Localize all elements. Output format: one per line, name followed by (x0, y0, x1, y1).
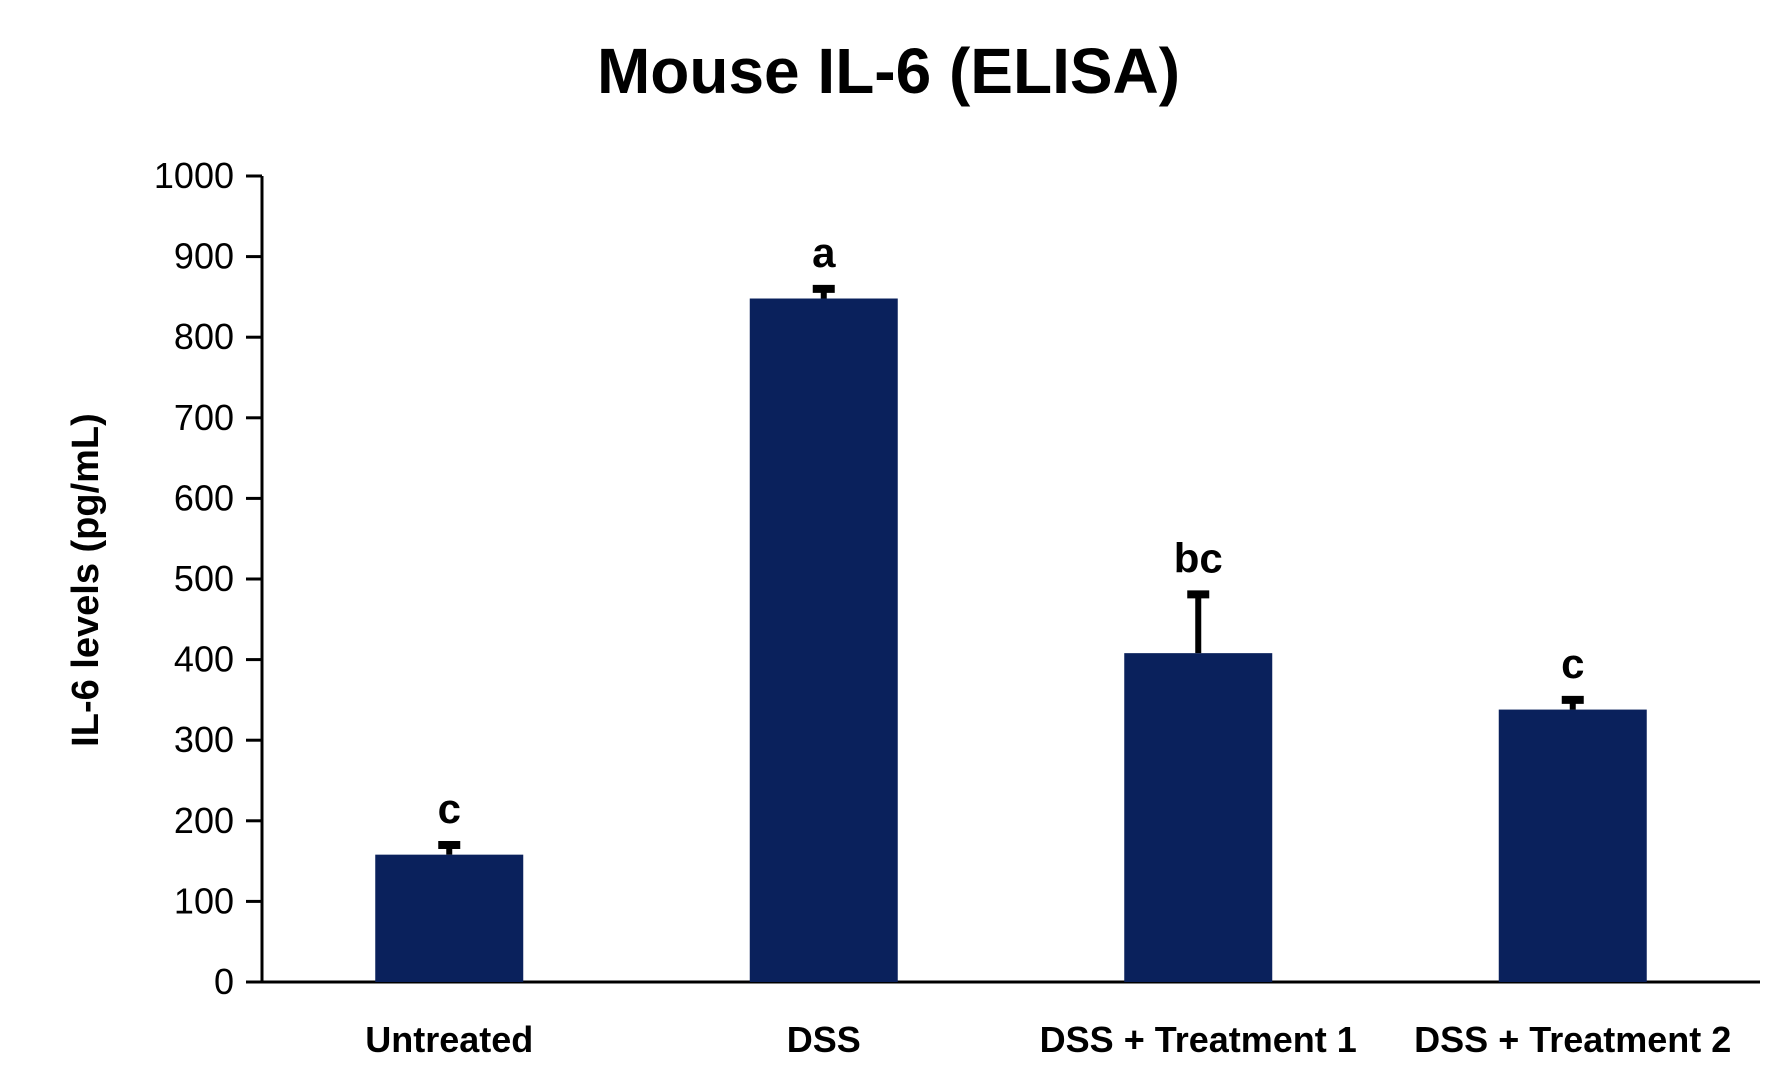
x-tick-label: DSS + Treatment 1 (1040, 1019, 1357, 1060)
bar (1498, 709, 1647, 982)
y-tick-label: 700 (174, 397, 234, 438)
y-tick-label: 600 (174, 477, 234, 518)
y-tick-label: 500 (174, 558, 234, 599)
bar (1124, 653, 1273, 982)
y-tick-label: 1000 (154, 155, 234, 196)
significance-label: c (1561, 640, 1584, 687)
y-tick-label: 200 (174, 800, 234, 841)
y-tick-label: 900 (174, 236, 234, 277)
y-tick-label: 400 (174, 639, 234, 680)
significance-label: bc (1174, 534, 1223, 581)
chart-title: Mouse IL-6 (ELISA) (596, 35, 1181, 107)
bar (749, 298, 898, 983)
y-tick-label: 100 (174, 880, 234, 921)
y-tick-label: 300 (174, 719, 234, 760)
x-tick-label: Untreated (365, 1019, 533, 1060)
x-tick-label: DSS (787, 1019, 861, 1060)
y-tick-label: 800 (174, 316, 234, 357)
y-axis-title: IL-6 levels (pg/mL) (65, 413, 107, 747)
bar (375, 854, 524, 982)
significance-label: a (812, 229, 836, 276)
y-tick-label: 0 (214, 961, 234, 1002)
significance-label: c (438, 785, 461, 832)
x-tick-label: DSS + Treatment 2 (1414, 1019, 1731, 1060)
